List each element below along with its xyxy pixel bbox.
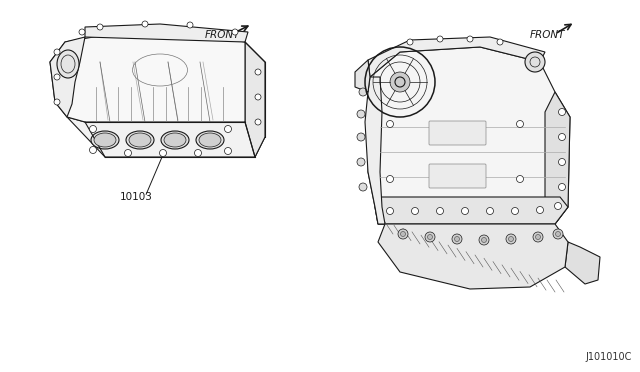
Ellipse shape	[129, 133, 151, 147]
Circle shape	[425, 232, 435, 242]
Circle shape	[516, 121, 524, 128]
Circle shape	[390, 72, 410, 92]
Text: FRONT: FRONT	[530, 30, 566, 40]
Polygon shape	[565, 242, 600, 284]
FancyBboxPatch shape	[429, 121, 486, 145]
Circle shape	[54, 99, 60, 105]
Circle shape	[412, 208, 419, 215]
Circle shape	[54, 49, 60, 55]
Polygon shape	[355, 60, 370, 92]
Circle shape	[359, 183, 367, 191]
Circle shape	[407, 39, 413, 45]
Circle shape	[559, 134, 566, 141]
Circle shape	[497, 39, 503, 45]
Ellipse shape	[161, 131, 189, 149]
Circle shape	[536, 206, 543, 214]
Circle shape	[398, 229, 408, 239]
Circle shape	[79, 29, 85, 35]
Polygon shape	[368, 37, 545, 77]
Circle shape	[553, 229, 563, 239]
Circle shape	[554, 202, 561, 209]
Circle shape	[255, 119, 261, 125]
Circle shape	[357, 110, 365, 118]
Ellipse shape	[94, 133, 116, 147]
Text: J101010C: J101010C	[586, 352, 632, 362]
Polygon shape	[378, 224, 568, 289]
Circle shape	[486, 208, 493, 215]
Polygon shape	[245, 42, 265, 157]
Circle shape	[125, 150, 131, 157]
Polygon shape	[50, 37, 85, 117]
Circle shape	[187, 22, 193, 28]
Text: 10102: 10102	[405, 262, 438, 272]
Ellipse shape	[164, 133, 186, 147]
Circle shape	[90, 147, 97, 154]
Circle shape	[428, 234, 433, 240]
Ellipse shape	[57, 50, 79, 78]
Circle shape	[437, 36, 443, 42]
Circle shape	[436, 208, 444, 215]
Circle shape	[516, 176, 524, 183]
Circle shape	[525, 52, 545, 72]
Circle shape	[452, 234, 462, 244]
Circle shape	[255, 94, 261, 100]
Polygon shape	[85, 24, 248, 42]
Circle shape	[559, 158, 566, 166]
Circle shape	[142, 21, 148, 27]
Circle shape	[511, 208, 518, 215]
Circle shape	[467, 36, 473, 42]
Circle shape	[357, 158, 365, 166]
Circle shape	[509, 237, 513, 241]
Circle shape	[232, 29, 238, 35]
Circle shape	[479, 235, 489, 245]
Circle shape	[506, 234, 516, 244]
Circle shape	[387, 121, 394, 128]
Circle shape	[357, 133, 365, 141]
Polygon shape	[365, 77, 385, 224]
Circle shape	[461, 208, 468, 215]
Text: FRONT: FRONT	[205, 30, 241, 40]
Circle shape	[159, 150, 166, 157]
Polygon shape	[67, 117, 265, 157]
Ellipse shape	[126, 131, 154, 149]
Circle shape	[387, 208, 394, 215]
Circle shape	[195, 150, 202, 157]
Circle shape	[481, 237, 486, 243]
Polygon shape	[368, 47, 570, 224]
Circle shape	[536, 234, 541, 240]
Circle shape	[359, 88, 367, 96]
Circle shape	[90, 125, 97, 132]
Circle shape	[54, 74, 60, 80]
Ellipse shape	[196, 131, 224, 149]
Circle shape	[225, 148, 232, 154]
Ellipse shape	[91, 131, 119, 149]
Circle shape	[395, 77, 405, 87]
Circle shape	[559, 183, 566, 190]
Ellipse shape	[199, 133, 221, 147]
Polygon shape	[375, 197, 568, 224]
Circle shape	[387, 176, 394, 183]
Circle shape	[401, 231, 406, 237]
Polygon shape	[545, 92, 570, 224]
Text: 10103: 10103	[120, 192, 153, 202]
Circle shape	[559, 109, 566, 115]
Polygon shape	[50, 27, 245, 122]
Circle shape	[454, 237, 460, 241]
Circle shape	[255, 69, 261, 75]
Circle shape	[533, 232, 543, 242]
Circle shape	[97, 24, 103, 30]
FancyBboxPatch shape	[429, 164, 486, 188]
Circle shape	[225, 125, 232, 132]
Circle shape	[556, 231, 561, 237]
